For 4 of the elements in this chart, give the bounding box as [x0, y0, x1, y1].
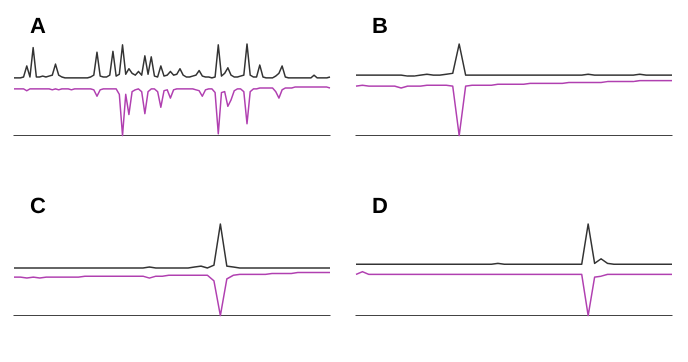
text: C	[30, 193, 46, 218]
text: D	[372, 193, 388, 218]
text: A	[30, 13, 46, 38]
text: B	[372, 13, 388, 38]
